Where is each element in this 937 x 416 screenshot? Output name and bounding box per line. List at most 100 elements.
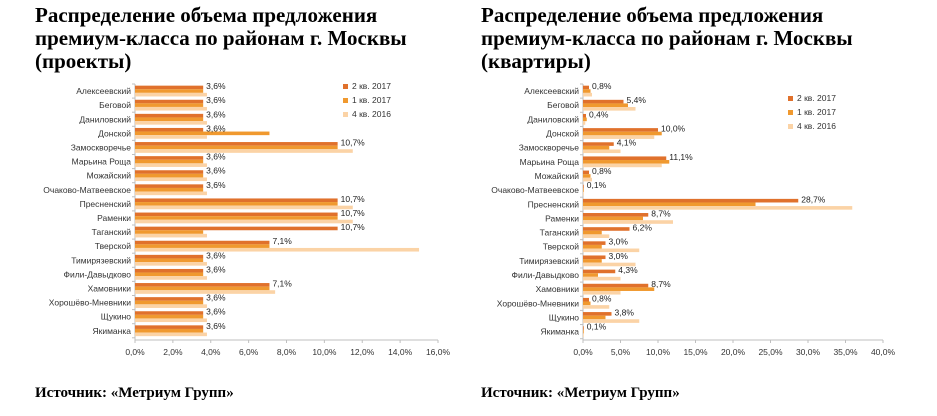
right-data-label: 0,8% (592, 293, 612, 303)
right-bar-q1-2017 (583, 145, 610, 150)
right-legend-swatch (788, 124, 793, 129)
left-data-label: 10,7% (341, 137, 366, 147)
right-bar-q1-2017 (583, 131, 662, 136)
left-bar-q1-2017 (135, 89, 204, 93)
right-bar-q1-2017 (583, 287, 655, 291)
right-data-label: 3,0% (609, 237, 629, 247)
left-bar-q2-2017 (135, 184, 204, 188)
source-note-left: Источник: «Метриум Групп» (35, 385, 234, 401)
left-data-label: 3,6% (206, 321, 226, 331)
right-category-label: Донской (546, 129, 579, 139)
right-bar-q2-2017 (583, 269, 616, 274)
right-data-label: 0,1% (587, 322, 607, 332)
left-category-label: Тимирязевский (71, 255, 131, 265)
right-data-label: 4,1% (617, 138, 637, 148)
left-category-label: Марьина Роща (72, 157, 132, 167)
left-legend-label: 1 кв. 2017 (352, 95, 391, 105)
left-legend-label: 2 кв. 2017 (352, 81, 391, 91)
left-x-tick-label: 6,0% (239, 347, 259, 357)
left-bar-q1-2017 (135, 117, 204, 122)
right-bar-q2-2017 (583, 198, 799, 203)
right-bar-q1-2017 (583, 117, 587, 122)
right-bar-q2-2017 (583, 227, 630, 231)
right-bar-q4-2016 (583, 135, 655, 139)
left-bar-q1-2017 (135, 103, 204, 107)
left-bar-q1-2017 (135, 300, 204, 305)
right-bar-q4-2016 (583, 191, 584, 196)
right-legend-swatch (788, 110, 793, 115)
right-bar-q4-2016 (583, 121, 586, 125)
right-bar-q4-2016 (583, 248, 640, 253)
right-data-label: 0,4% (589, 109, 609, 119)
left-bar-q2-2017 (135, 254, 204, 259)
right-data-label: 28,7% (801, 194, 826, 204)
left-data-label: 7,1% (272, 278, 292, 288)
right-bar-q2-2017 (583, 312, 612, 316)
right-bar-q4-2016 (583, 276, 621, 281)
left-category-label: Даниловский (79, 114, 131, 124)
left-data-label: 3,6% (206, 123, 226, 133)
left-bar-q1-2017 (135, 314, 204, 319)
right-bar-q2-2017 (583, 241, 606, 245)
left-bar-q1-2017 (135, 216, 338, 220)
right-data-label: 0,8% (592, 166, 612, 176)
left-category-label: Донской (98, 128, 131, 138)
right-bar-q1-2017 (583, 216, 643, 221)
left-bar-q1-2017 (135, 145, 338, 150)
left-category-label: Хамовники (88, 283, 132, 293)
right-bar-q1-2017 (583, 244, 602, 249)
left-bar-q4-2016 (135, 262, 207, 266)
right-legend-label: 1 кв. 2017 (797, 107, 836, 117)
left-bar-q2-2017 (135, 142, 338, 146)
right-data-label: 4,3% (618, 265, 638, 275)
left-category-label: Раменки (97, 213, 131, 223)
right-category-label: Марьина Роща (520, 157, 580, 167)
left-category-label: Фили-Давыдково (63, 269, 131, 279)
right-bar-q4-2016 (583, 220, 673, 224)
right-bar-q4-2016 (583, 149, 621, 154)
left-bar-q4-2016 (135, 304, 207, 308)
chart-title-right: Распределение объема предложения премиум… (481, 3, 853, 73)
right-bar-q2-2017 (583, 85, 589, 90)
right-bar-q4-2016 (583, 333, 584, 338)
left-category-label: Таганский (92, 227, 132, 237)
right-category-label: Тверской (543, 242, 579, 252)
left-bar-q2-2017 (135, 240, 270, 245)
right-bar-q1-2017 (583, 188, 584, 192)
left-bar-q2-2017 (135, 198, 338, 203)
left-data-label: 10,7% (341, 208, 366, 218)
right-data-label: 0,1% (587, 180, 607, 190)
right-bar-q4-2016 (583, 319, 640, 323)
left-data-label: 3,6% (206, 264, 226, 274)
right-category-label: Хамовники (536, 284, 580, 294)
left-category-label: Якиманка (92, 326, 131, 336)
left-bar-q4-2016 (135, 177, 207, 182)
right-bar-q2-2017 (583, 142, 614, 146)
left-bar-q1-2017 (135, 258, 204, 263)
left-bar-q2-2017 (135, 226, 338, 231)
left-bar-q4-2016 (135, 233, 207, 238)
right-data-label: 6,2% (633, 223, 653, 233)
left-category-label: Хорошёво-Мневники (49, 298, 131, 308)
left-bar-q4-2016 (135, 191, 207, 196)
left-category-label: Пресненский (80, 199, 132, 209)
left-x-tick-label: 4,0% (201, 347, 221, 357)
right-bar-q2-2017 (583, 170, 589, 175)
right-bar-q4-2016 (583, 177, 592, 182)
right-category-label: Якиманка (540, 327, 579, 337)
left-bar-q1-2017 (135, 272, 204, 277)
left-bar-q4-2016 (135, 163, 207, 167)
right-bar-q1-2017 (583, 230, 602, 235)
right-bar-q1-2017 (583, 174, 591, 178)
right-bar-q1-2017 (583, 103, 628, 108)
right-x-tick-label: 40,0% (871, 347, 896, 357)
right-bar-q1-2017 (583, 259, 602, 263)
right-data-label: 0,8% (592, 81, 612, 91)
right-bar-q1-2017 (583, 315, 606, 320)
right-category-label: Беговой (547, 100, 579, 110)
left-data-label: 3,6% (206, 293, 226, 303)
right-bar-q2-2017 (583, 213, 649, 217)
right-bar-q1-2017 (583, 273, 598, 277)
left-bar-q4-2016 (135, 106, 207, 111)
